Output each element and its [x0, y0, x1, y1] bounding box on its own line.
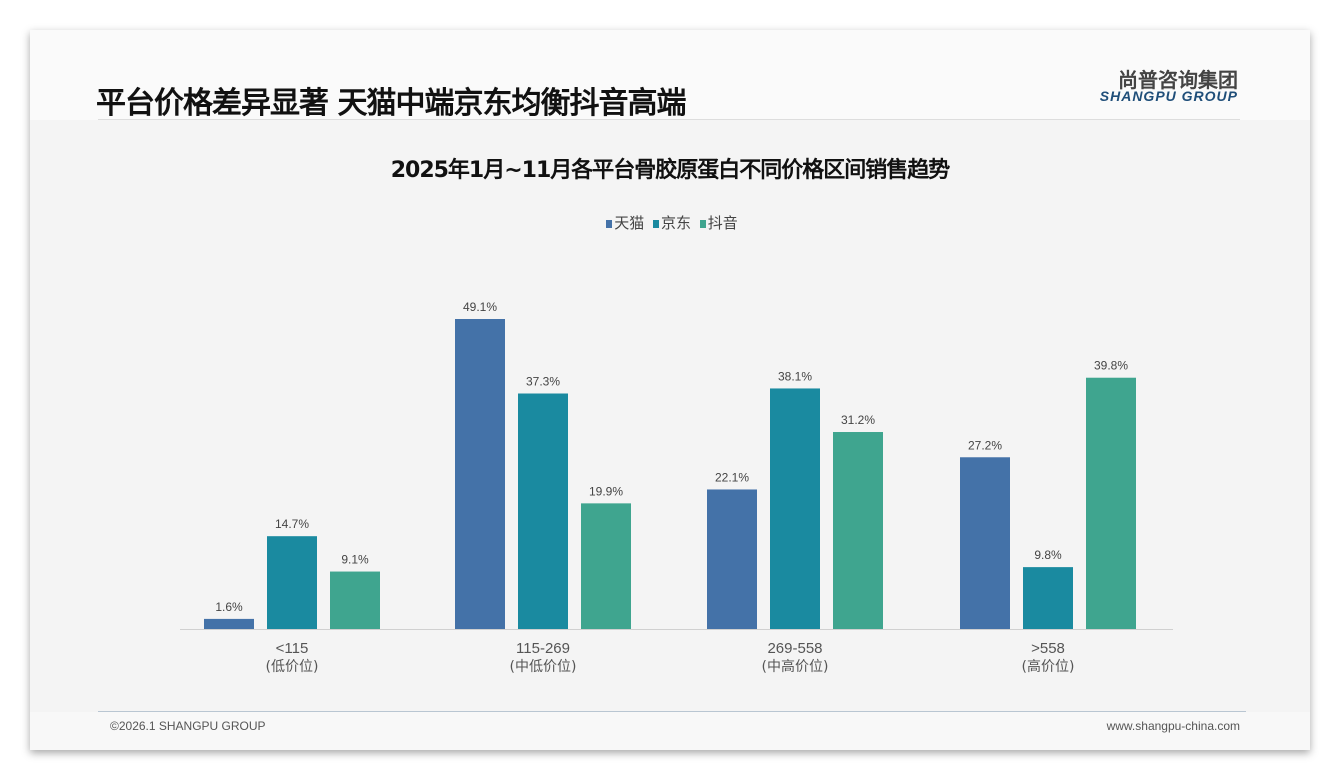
bar — [518, 393, 568, 629]
page-title: 平台价格差异显著 天猫中端京东均衡抖音高端 — [96, 86, 686, 121]
data-label: 39.8% — [1094, 359, 1128, 373]
x-tick-sublabel: (中低价位) — [510, 659, 577, 675]
bar — [330, 571, 380, 629]
x-tick-sublabel: (低价位) — [266, 659, 319, 675]
copyright: ©2026.1 SHANGPU GROUP — [110, 719, 266, 733]
footer — [30, 712, 1310, 750]
logo-cn: 尚普咨询集团 — [1118, 68, 1238, 92]
legend-label: 抖音 — [707, 214, 738, 232]
bar — [960, 457, 1010, 629]
x-tick-label: >558 — [1031, 640, 1065, 657]
divider — [98, 119, 1240, 120]
data-label: 38.1% — [778, 369, 812, 383]
legend-label: 天猫 — [614, 214, 645, 232]
legend-swatch-jd — [652, 220, 659, 228]
bar — [707, 489, 757, 629]
data-label: 27.2% — [968, 438, 1002, 452]
chart-title: 2025年1月~11月各平台骨胶原蛋白不同价格区间销售趋势 — [390, 158, 951, 183]
bar — [267, 536, 317, 629]
x-tick-sublabel: (中高价位) — [762, 658, 829, 675]
data-label: 1.6% — [215, 600, 243, 614]
legend-label: 京东 — [660, 214, 691, 232]
bar-chart: 1.6% 14.7% 9.1% <115 (低价位) 49.1% 37.3% 19.9% 115… — [180, 300, 1173, 675]
bar — [581, 503, 631, 629]
data-label: 37.3% — [526, 375, 560, 389]
slide-card: 平台价格差异显著 天猫中端京东均衡抖音高端 尚普咨询集团 SHANGPU GRO… — [30, 30, 1310, 750]
data-label: 22.1% — [715, 470, 749, 484]
data-label: 9.1% — [341, 553, 369, 567]
legend-swatch-douyin — [699, 220, 706, 228]
bar — [770, 388, 820, 629]
header-area — [30, 30, 1310, 120]
bar — [455, 319, 505, 629]
x-tick-sublabel: (高价位) — [1022, 658, 1075, 675]
data-label: 49.1% — [463, 300, 497, 314]
legend: 天猫 京东 抖音 — [30, 212, 1310, 233]
footer-divider — [98, 711, 1246, 712]
x-tick-label: 269-558 — [767, 640, 822, 657]
data-label: 14.7% — [275, 517, 309, 531]
data-label: 19.9% — [589, 484, 623, 498]
website-link: www.shangpu-china.com — [1106, 719, 1240, 733]
x-tick-label: <115 — [276, 640, 309, 657]
bar — [1023, 567, 1073, 629]
data-label: 31.2% — [841, 413, 875, 427]
logo-en: SHANGPU GROUP — [1099, 88, 1238, 104]
legend-swatch-tmall — [606, 220, 613, 228]
x-tick-label: 115-269 — [516, 640, 570, 657]
bar — [204, 618, 254, 629]
bar — [1086, 377, 1136, 629]
bar — [833, 432, 883, 629]
data-label: 9.8% — [1034, 548, 1062, 562]
